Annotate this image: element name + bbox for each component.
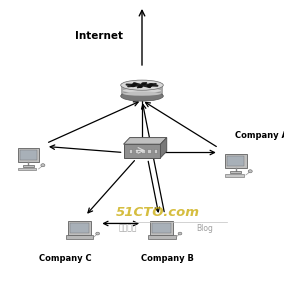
Text: 技术部落: 技术部落 <box>118 223 137 233</box>
Ellipse shape <box>147 85 152 88</box>
Ellipse shape <box>123 88 161 93</box>
Ellipse shape <box>141 82 146 85</box>
Ellipse shape <box>123 92 161 96</box>
FancyBboxPatch shape <box>70 223 89 233</box>
Ellipse shape <box>96 232 99 235</box>
Polygon shape <box>121 85 163 96</box>
FancyBboxPatch shape <box>148 235 176 239</box>
FancyBboxPatch shape <box>225 174 244 176</box>
FancyBboxPatch shape <box>135 149 138 153</box>
FancyBboxPatch shape <box>68 220 91 235</box>
Text: Internet: Internet <box>75 31 124 41</box>
FancyBboxPatch shape <box>150 220 174 235</box>
FancyBboxPatch shape <box>23 165 34 167</box>
Polygon shape <box>160 138 167 158</box>
FancyBboxPatch shape <box>18 148 39 162</box>
Ellipse shape <box>178 232 182 235</box>
FancyBboxPatch shape <box>141 149 145 153</box>
Ellipse shape <box>41 164 45 167</box>
Polygon shape <box>124 144 160 158</box>
Text: Company A: Company A <box>235 131 284 140</box>
FancyBboxPatch shape <box>225 154 247 168</box>
FancyBboxPatch shape <box>129 149 132 153</box>
Ellipse shape <box>248 170 252 173</box>
Ellipse shape <box>149 83 154 86</box>
FancyBboxPatch shape <box>230 171 241 173</box>
Text: Company B: Company B <box>141 254 194 263</box>
FancyBboxPatch shape <box>154 149 157 153</box>
Ellipse shape <box>121 91 163 101</box>
FancyBboxPatch shape <box>147 149 151 153</box>
FancyBboxPatch shape <box>227 156 244 166</box>
Polygon shape <box>124 138 167 144</box>
Text: Company C: Company C <box>39 254 92 263</box>
Ellipse shape <box>130 84 135 87</box>
FancyBboxPatch shape <box>153 223 171 233</box>
FancyBboxPatch shape <box>20 150 37 160</box>
Ellipse shape <box>138 85 143 88</box>
Ellipse shape <box>123 85 161 90</box>
FancyBboxPatch shape <box>18 168 36 170</box>
FancyBboxPatch shape <box>66 235 93 239</box>
Ellipse shape <box>132 83 137 86</box>
Text: Blog: Blog <box>196 223 213 233</box>
Text: 51CTO.com: 51CTO.com <box>116 206 200 220</box>
Ellipse shape <box>121 80 163 90</box>
